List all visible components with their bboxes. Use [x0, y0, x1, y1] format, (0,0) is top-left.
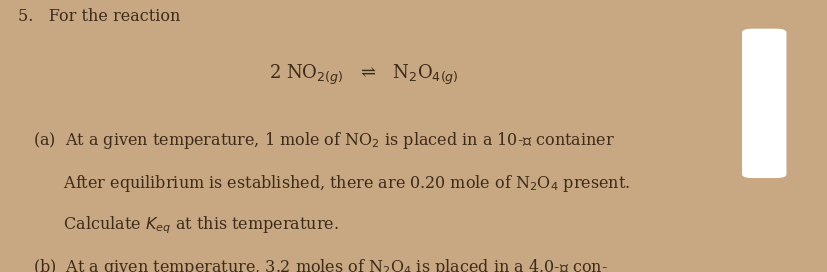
Text: 2 NO$_{2(g)}$   ⇌   N$_2$O$_{4(g)}$: 2 NO$_{2(g)}$ ⇌ N$_2$O$_{4(g)}$: [269, 63, 459, 87]
Text: (b)  At a given temperature, 3.2 moles of N$_2$O$_4$ is placed in a 4.0-ℓ con-: (b) At a given temperature, 3.2 moles of…: [33, 257, 607, 272]
Text: 5.   For the reaction: 5. For the reaction: [18, 8, 180, 25]
Text: Calculate $K_{eq}$ at this temperature.: Calculate $K_{eq}$ at this temperature.: [33, 215, 339, 236]
Text: After equilibrium is established, there are 0.20 mole of N$_2$O$_4$ present.: After equilibrium is established, there …: [33, 173, 629, 194]
FancyBboxPatch shape: [742, 29, 785, 177]
Text: (a)  At a given temperature, 1 mole of NO$_2$ is placed in a 10-ℓ container: (a) At a given temperature, 1 mole of NO…: [33, 131, 614, 152]
